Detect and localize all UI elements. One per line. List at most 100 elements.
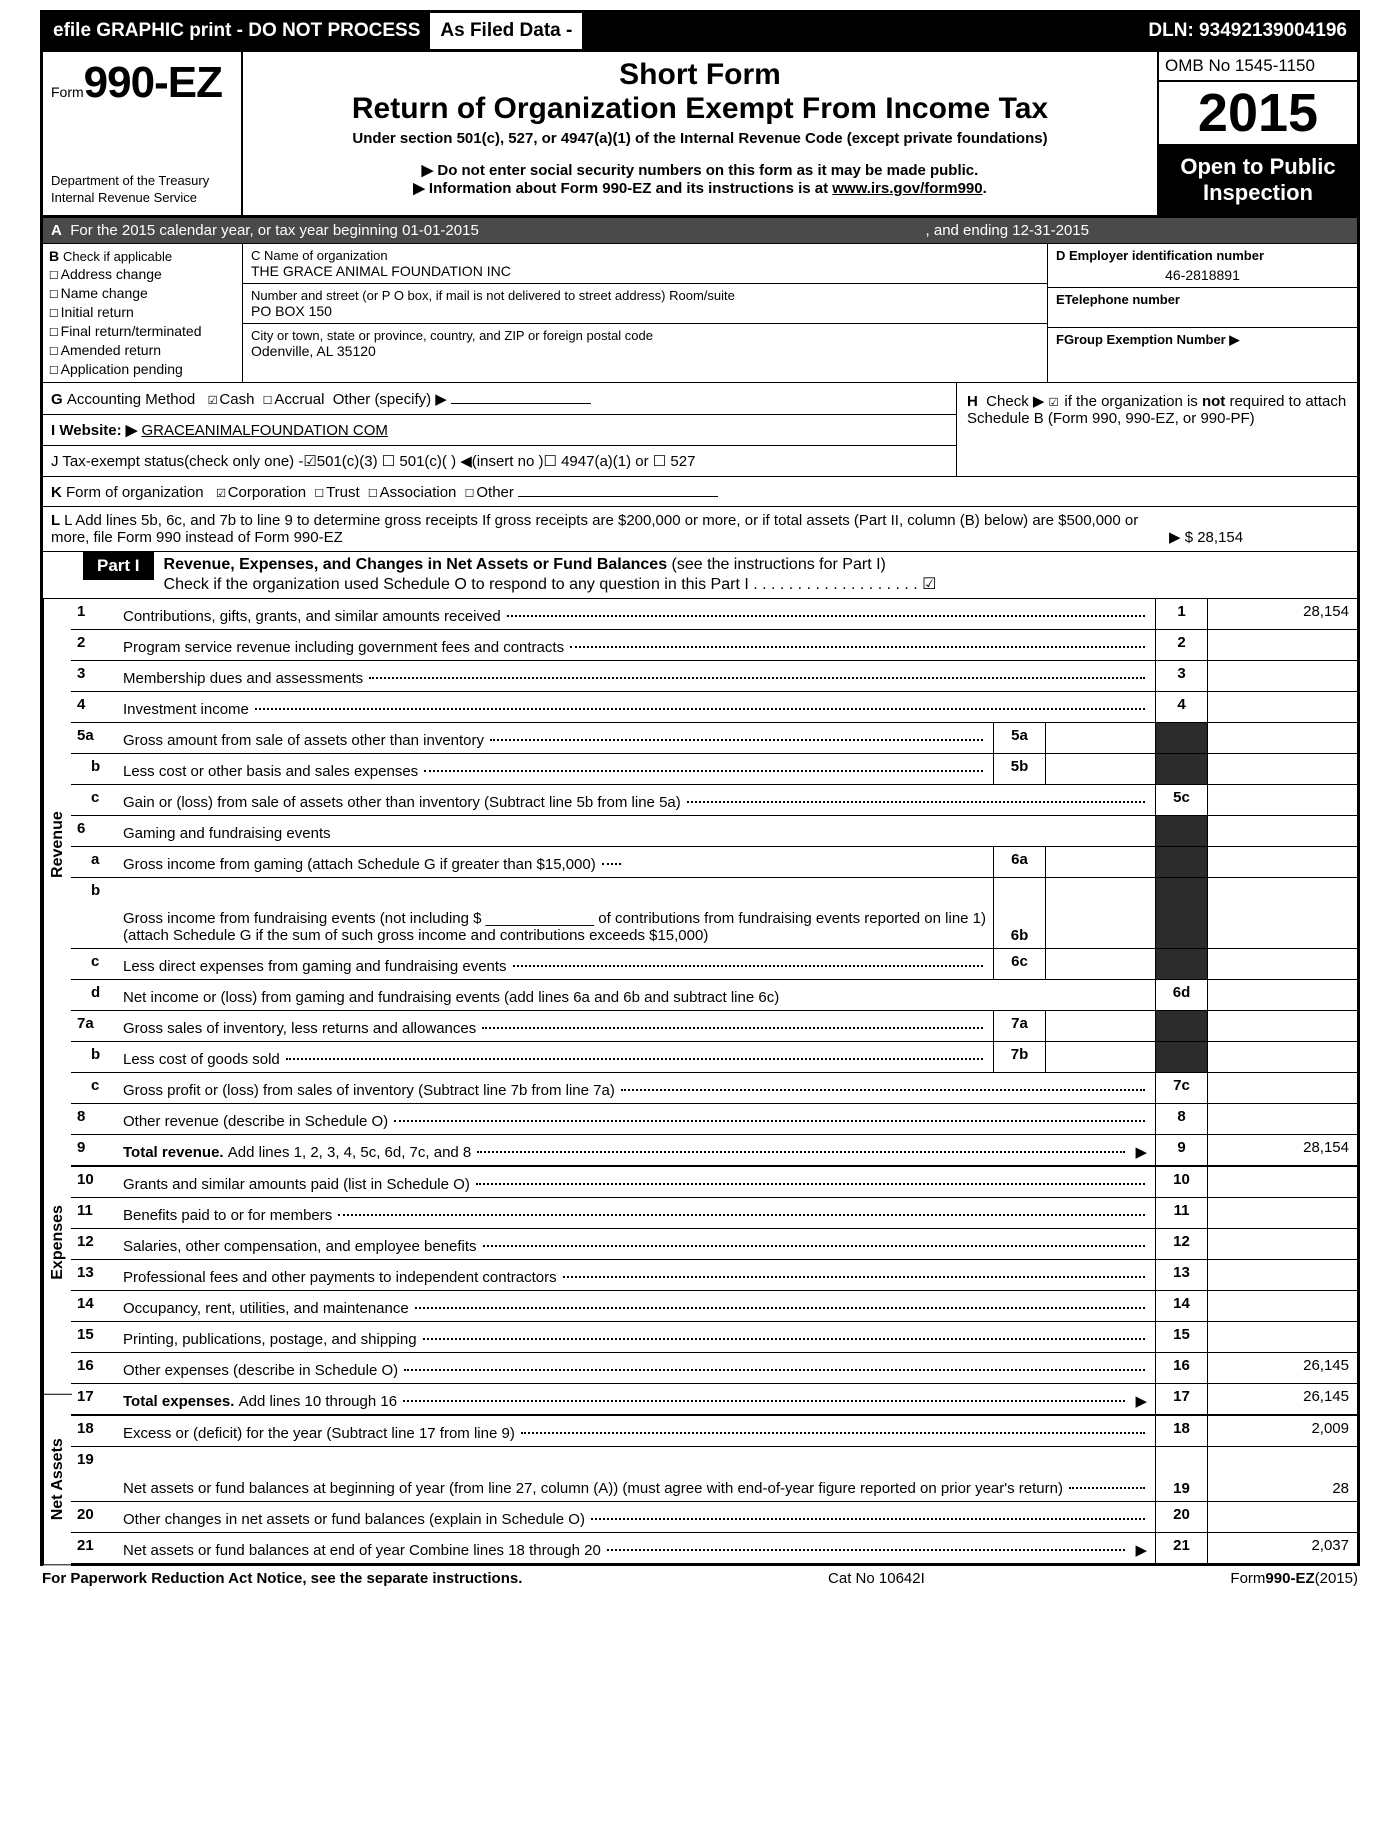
line-17: 17 Total expenses. Add lines 10 through … [71,1384,1357,1416]
org-city: Odenville, AL 35120 [251,343,1039,359]
org-name: THE GRACE ANIMAL FOUNDATION INC [251,263,1039,279]
row-a: A For the 2015 calendar year, or tax yea… [40,218,1360,244]
no-ssn-notice: ▶ Do not enter social security numbers o… [253,161,1147,179]
line-9: 9 Total revenue. Add lines 1, 2, 3, 4, 5… [71,1135,1357,1167]
header-left: Form990-EZ Department of the Treasury In… [43,52,243,215]
part1-grid: Revenue Expenses Net Assets 1 Contributi… [40,599,1360,1566]
part1-title: Revenue, Expenses, and Changes in Net As… [164,556,672,573]
line-13: 13 Professional fees and other payments … [71,1260,1357,1291]
row-k: K Form of organization ☑Corporation ☐Tru… [40,477,1360,507]
part1-label: Part I [83,552,154,580]
val-16: 26,145 [1207,1353,1357,1383]
val-19: 28 [1207,1447,1357,1501]
line-5c: c Gain or (loss) from sale of assets oth… [71,785,1357,816]
bcdef-block: B Check if applicable ☐Address change ☐N… [40,244,1360,383]
line-18: 18 Excess or (deficit) for the year (Sub… [71,1416,1357,1447]
val-17: 26,145 [1207,1384,1357,1414]
col-c: C Name of organization THE GRACE ANIMAL … [243,244,1047,382]
c-city-hint: City or town, state or province, country… [251,328,1039,343]
c-name-hint: C Name of organization [251,248,1039,263]
form-prefix: Form [51,84,84,100]
footer-left: For Paperwork Reduction Act Notice, see … [42,1570,522,1587]
row-i: I Website: ▶ GRACEANIMALFOUNDATION COM [43,415,956,446]
val-1: 28,154 [1207,599,1357,629]
col-b: B Check if applicable ☐Address change ☐N… [43,244,243,382]
line-6b: b Gross income from fundraising events (… [71,878,1357,949]
row-l-amount: ▶ $ 28,154 [1159,528,1349,546]
info-line: ▶ Information about Form 990-EZ and its … [253,179,1147,197]
val-18: 2,009 [1207,1416,1357,1446]
form-subtitle: Under section 501(c), 527, or 4947(a)(1)… [253,130,1147,147]
line-6d: d Net income or (loss) from gaming and f… [71,980,1357,1011]
val-21: 2,037 [1207,1533,1357,1563]
chk-initial-return[interactable]: Initial return [61,304,134,320]
page-footer: For Paperwork Reduction Act Notice, see … [40,1566,1360,1587]
d-ein-label: D Employer identification number [1056,248,1349,263]
line-6c: c Less direct expenses from gaming and f… [71,949,1357,980]
chk-name-change[interactable]: Name change [61,285,148,301]
footer-catno: Cat No 10642I [828,1570,925,1587]
e-phone-label: ETelephone number [1056,292,1349,307]
f-group-label: FGroup Exemption Number ▶ [1056,332,1349,348]
row-l: L L Add lines 5b, 6c, and 7b to line 9 t… [40,507,1360,552]
topbar-dln: DLN: 93492139004196 [1138,13,1357,49]
side-revenue: Revenue [43,599,72,1091]
open-to-public: Open to Public Inspection [1159,146,1357,215]
row-j: J Tax-exempt status(check only one) -☑50… [43,446,956,476]
side-netassets: Net Assets [43,1394,72,1565]
line-3: 3 Membership dues and assessments 3 [71,661,1357,692]
line-5b: b Less cost or other basis and sales exp… [71,754,1357,785]
website-link[interactable]: GRACEANIMALFOUNDATION COM [141,422,387,439]
top-bar: efile GRAPHIC print - DO NOT PROCESS As … [40,10,1360,52]
line-11: 11 Benefits paid to or for members 11 [71,1198,1357,1229]
footer-formno: Form990-EZ(2015) [1230,1570,1358,1587]
rows-ghij: G G Accounting Method ☑Cash ☐Accrual Oth… [40,383,1360,477]
part1-check: Check if the organization used Schedule … [164,576,937,593]
form-title: Return of Organization Exempt From Incom… [253,92,1147,126]
omb-number: OMB No 1545-1150 [1159,52,1357,82]
dept-treasury: Department of the Treasury [51,173,233,190]
col-def: D Employer identification number 46-2818… [1047,244,1357,382]
row-g: G G Accounting Method ☑Cash ☐Accrual Oth… [43,383,956,415]
line-14: 14 Occupancy, rent, utilities, and maint… [71,1291,1357,1322]
header-block: Form990-EZ Department of the Treasury In… [40,52,1360,218]
irs-link[interactable]: www.irs.gov/form990 [832,180,982,197]
topbar-spacer [585,13,1138,49]
line-7c: c Gross profit or (loss) from sales of i… [71,1073,1357,1104]
part1-header: Part I Revenue, Expenses, and Changes in… [40,552,1360,599]
header-mid: Short Form Return of Organization Exempt… [243,52,1157,215]
chk-final-return[interactable]: Final return/terminated [61,323,202,339]
line-10: 10 Grants and similar amounts paid (list… [71,1167,1357,1198]
tax-year: 2015 [1159,82,1357,146]
row-h: H Check ▶ ☑ if the organization is not r… [956,383,1357,476]
topbar-efile: efile GRAPHIC print - DO NOT PROCESS [43,13,430,49]
line-5a: 5a Gross amount from sale of assets othe… [71,723,1357,754]
header-right: OMB No 1545-1150 2015 Open to Public Ins… [1157,52,1357,215]
line-7b: b Less cost of goods sold 7b [71,1042,1357,1073]
line-7a: 7a Gross sales of inventory, less return… [71,1011,1357,1042]
line-4: 4 Investment income 4 [71,692,1357,723]
chk-amended-return[interactable]: Amended return [61,342,161,358]
line-15: 15 Printing, publications, postage, and … [71,1322,1357,1353]
dept-irs: Internal Revenue Service [51,190,233,207]
line-2: 2 Program service revenue including gove… [71,630,1357,661]
line-1: 1 Contributions, gifts, grants, and simi… [71,599,1357,630]
line-12: 12 Salaries, other compensation, and emp… [71,1229,1357,1260]
c-street-hint: Number and street (or P O box, if mail i… [251,288,1039,303]
form-number: 990-EZ [84,58,222,107]
short-form-label: Short Form [253,58,1147,92]
line-20: 20 Other changes in net assets or fund b… [71,1502,1357,1533]
line-6a: a Gross income from gaming (attach Sched… [71,847,1357,878]
line-8: 8 Other revenue (describe in Schedule O)… [71,1104,1357,1135]
org-address: PO BOX 150 [251,303,1039,319]
val-9: 28,154 [1207,1135,1357,1165]
line-19: 19 Net assets or fund balances at beginn… [71,1447,1357,1502]
chk-address-change[interactable]: Address change [61,266,162,282]
d-ein-value: 46-2818891 [1056,263,1349,283]
line-16: 16 Other expenses (describe in Schedule … [71,1353,1357,1384]
topbar-asfiled: As Filed Data - [430,13,585,49]
side-expenses: Expenses [43,1091,72,1395]
chk-application-pending[interactable]: Application pending [61,361,183,377]
line-6: 6 Gaming and fundraising events [71,816,1357,847]
line-21: 21 Net assets or fund balances at end of… [71,1533,1357,1566]
